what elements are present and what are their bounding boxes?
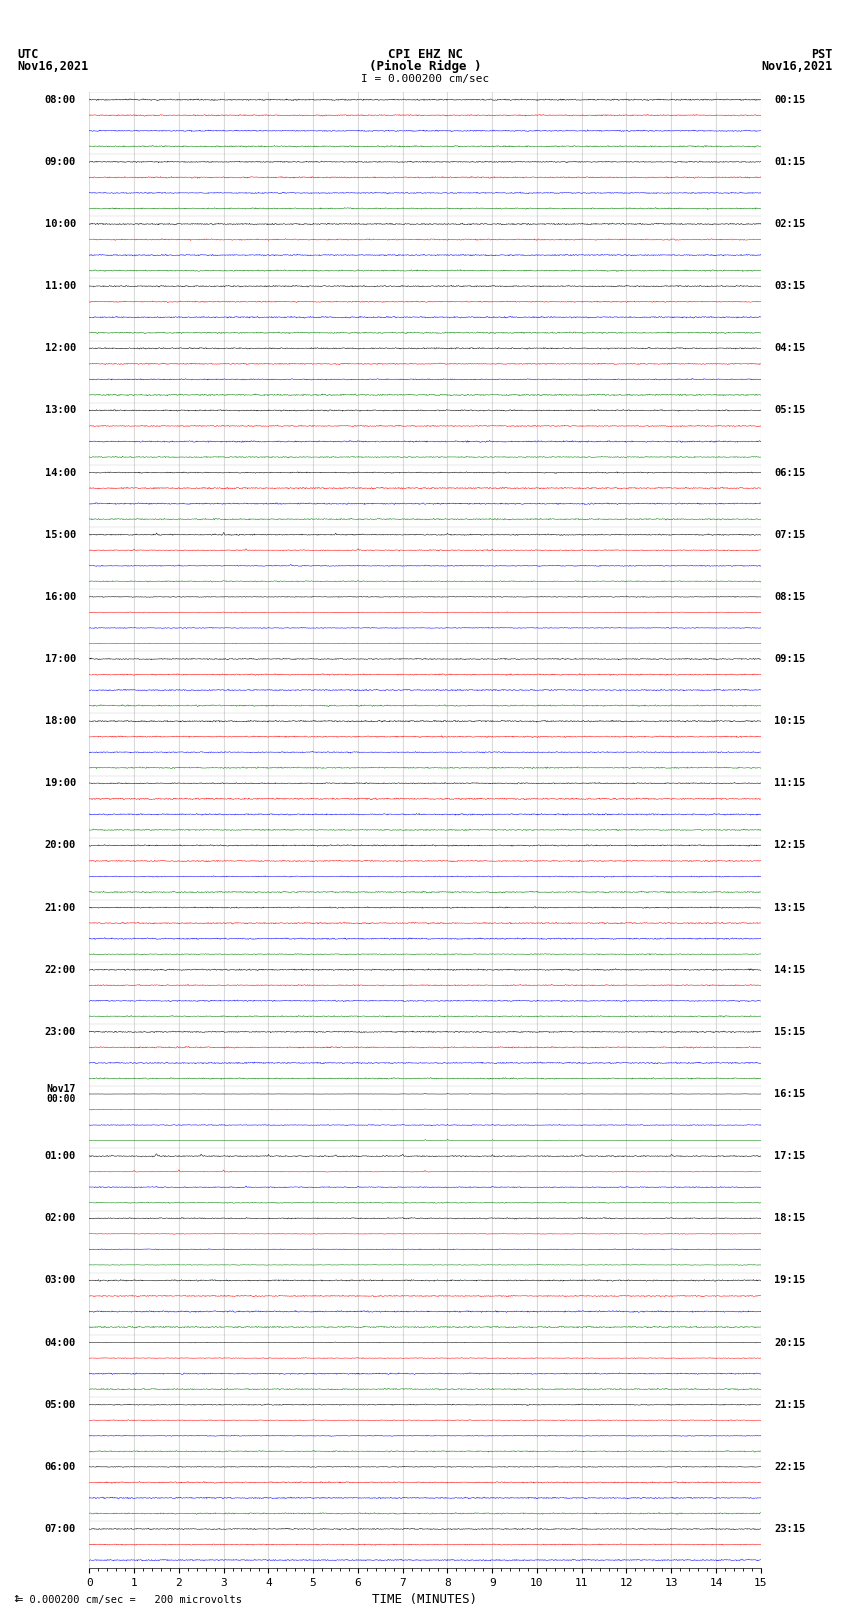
Text: 01:00: 01:00 — [44, 1152, 76, 1161]
Text: 19:00: 19:00 — [44, 779, 76, 789]
Text: 13:00: 13:00 — [44, 405, 76, 416]
Text: 23:15: 23:15 — [774, 1524, 806, 1534]
Text: UTC: UTC — [17, 48, 38, 61]
Text: CPI EHZ NC: CPI EHZ NC — [388, 48, 462, 61]
Text: 11:15: 11:15 — [774, 779, 806, 789]
Text: 14:00: 14:00 — [44, 468, 76, 477]
Text: 05:00: 05:00 — [44, 1400, 76, 1410]
Text: 06:15: 06:15 — [774, 468, 806, 477]
Text: 15:00: 15:00 — [44, 529, 76, 540]
Text: 20:15: 20:15 — [774, 1337, 806, 1347]
Text: 22:00: 22:00 — [44, 965, 76, 974]
Text: PST: PST — [812, 48, 833, 61]
Text: (Pinole Ridge ): (Pinole Ridge ) — [369, 60, 481, 73]
Text: = 0.000200 cm/sec =   200 microvolts: = 0.000200 cm/sec = 200 microvolts — [17, 1595, 242, 1605]
Text: 22:15: 22:15 — [774, 1461, 806, 1471]
Text: 14:15: 14:15 — [774, 965, 806, 974]
Text: 02:00: 02:00 — [44, 1213, 76, 1223]
Text: 13:15: 13:15 — [774, 903, 806, 913]
Text: Nov16,2021: Nov16,2021 — [17, 60, 88, 73]
Text: 04:00: 04:00 — [44, 1337, 76, 1347]
Text: 12:15: 12:15 — [774, 840, 806, 850]
Text: 18:15: 18:15 — [774, 1213, 806, 1223]
X-axis label: TIME (MINUTES): TIME (MINUTES) — [372, 1594, 478, 1607]
Text: 08:15: 08:15 — [774, 592, 806, 602]
Text: 21:00: 21:00 — [44, 903, 76, 913]
Text: 00:00: 00:00 — [47, 1095, 76, 1105]
Text: 23:00: 23:00 — [44, 1027, 76, 1037]
Text: 02:15: 02:15 — [774, 219, 806, 229]
Text: 09:00: 09:00 — [44, 156, 76, 166]
Text: 10:15: 10:15 — [774, 716, 806, 726]
Text: Nov17: Nov17 — [47, 1084, 76, 1094]
Text: 01:15: 01:15 — [774, 156, 806, 166]
Text: 11:00: 11:00 — [44, 281, 76, 290]
Text: 08:00: 08:00 — [44, 95, 76, 105]
Text: 21:15: 21:15 — [774, 1400, 806, 1410]
Text: 03:15: 03:15 — [774, 281, 806, 290]
Text: 16:15: 16:15 — [774, 1089, 806, 1098]
Text: 17:00: 17:00 — [44, 653, 76, 665]
Text: I = 0.000200 cm/sec: I = 0.000200 cm/sec — [361, 74, 489, 84]
Text: 09:15: 09:15 — [774, 653, 806, 665]
Text: 05:15: 05:15 — [774, 405, 806, 416]
Text: Nov16,2021: Nov16,2021 — [762, 60, 833, 73]
Text: 20:00: 20:00 — [44, 840, 76, 850]
Text: 06:00: 06:00 — [44, 1461, 76, 1471]
Text: 04:15: 04:15 — [774, 344, 806, 353]
Text: 03:00: 03:00 — [44, 1276, 76, 1286]
Text: 10:00: 10:00 — [44, 219, 76, 229]
Text: 00:15: 00:15 — [774, 95, 806, 105]
Text: 07:00: 07:00 — [44, 1524, 76, 1534]
Text: 15:15: 15:15 — [774, 1027, 806, 1037]
Text: 12:00: 12:00 — [44, 344, 76, 353]
Text: 19:15: 19:15 — [774, 1276, 806, 1286]
Text: ↕: ↕ — [12, 1592, 20, 1605]
Text: 16:00: 16:00 — [44, 592, 76, 602]
Text: 18:00: 18:00 — [44, 716, 76, 726]
Text: 07:15: 07:15 — [774, 529, 806, 540]
Text: 17:15: 17:15 — [774, 1152, 806, 1161]
